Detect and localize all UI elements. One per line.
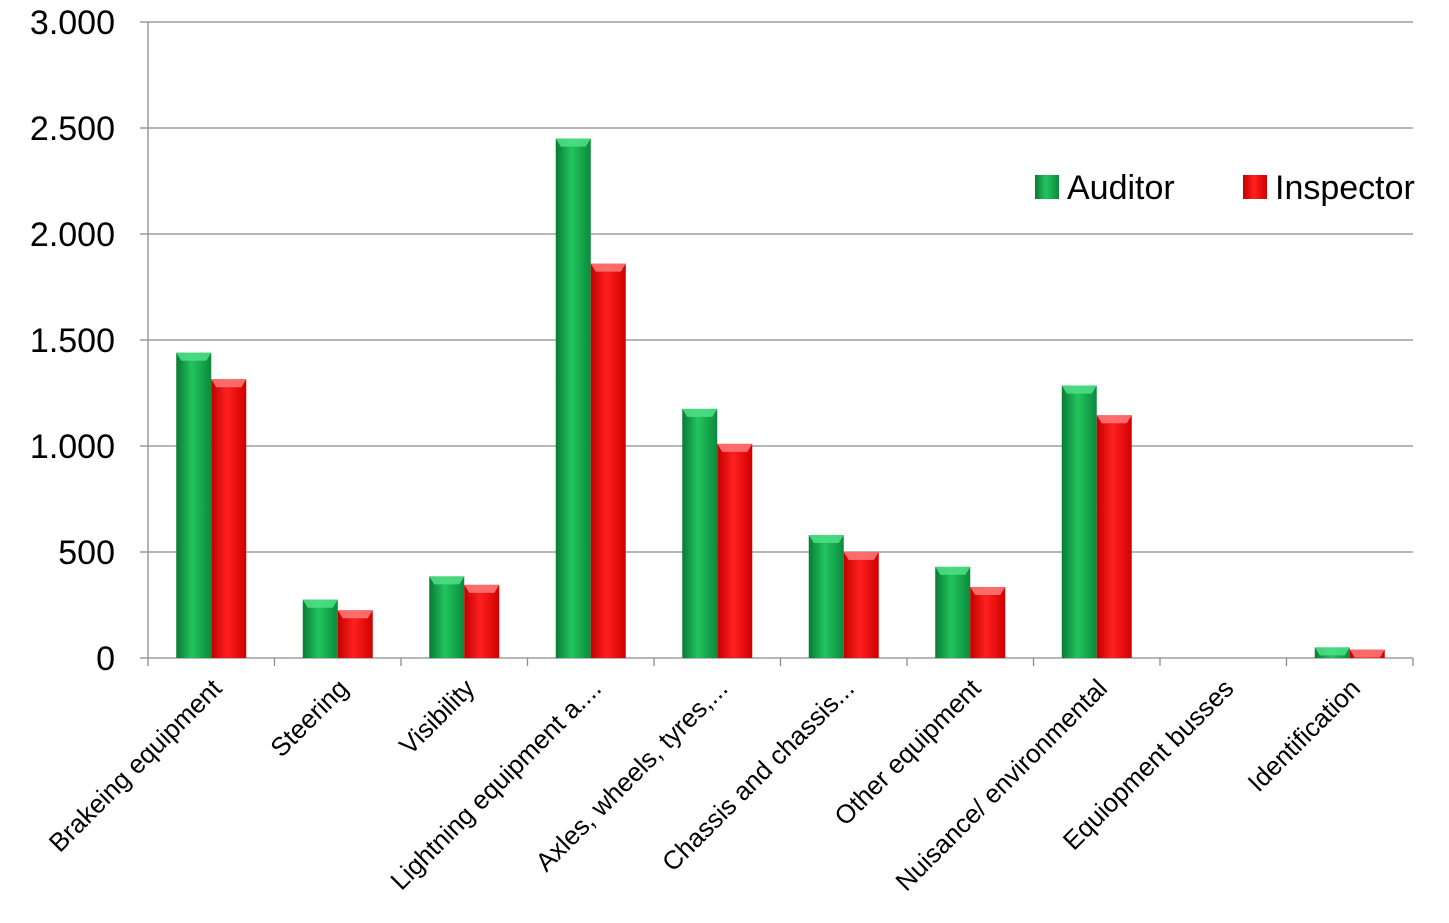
bar-inspector-6 xyxy=(970,586,1006,658)
legend-label: Auditor xyxy=(1067,169,1175,207)
legend: Auditor Inspector xyxy=(1035,169,1415,207)
bar-inspector-2 xyxy=(464,584,500,658)
bar-body xyxy=(555,138,591,659)
bar-body xyxy=(464,584,500,658)
bar-bevel xyxy=(590,263,626,272)
x-tick-label: Brakeing equipment xyxy=(43,672,228,857)
bar-auditor-2 xyxy=(429,576,465,658)
bar-inspector-4 xyxy=(717,443,753,658)
bar-auditor-9 xyxy=(1314,647,1350,658)
bar-bevel xyxy=(1314,647,1350,656)
y-tick-labels: 0 500 1.000 1.500 2.000 2.500 3.000 xyxy=(30,4,115,678)
bar-inspector-5 xyxy=(843,552,879,658)
bar-bevel xyxy=(176,352,212,361)
y-tick-label: 500 xyxy=(58,534,115,572)
bar-bevel xyxy=(717,443,753,452)
bar-bevel xyxy=(211,379,247,388)
y-tick-label: 1.500 xyxy=(30,322,115,360)
bars xyxy=(176,138,1385,659)
bar-inspector-9 xyxy=(1349,649,1385,658)
y-tick-label: 3.000 xyxy=(30,4,115,42)
bar-body xyxy=(970,586,1006,658)
bar-body xyxy=(1061,385,1097,658)
bar-bevel xyxy=(337,610,373,619)
bar-inspector-3 xyxy=(590,263,626,658)
bar-bevel xyxy=(429,576,465,585)
bar-bevel xyxy=(843,552,879,560)
bar-body xyxy=(176,352,212,658)
bar-body xyxy=(302,599,338,658)
y-tick-label: 1.000 xyxy=(30,428,115,466)
bar-bevel xyxy=(302,599,338,608)
bar-body xyxy=(682,408,718,658)
y-tick-label: 2.500 xyxy=(30,110,115,148)
bar-inspector-7 xyxy=(1096,415,1132,658)
bar-bevel xyxy=(1096,415,1132,424)
bar-body xyxy=(717,443,753,658)
bar-body xyxy=(590,263,626,658)
bar-bevel xyxy=(464,584,500,593)
legend-item-auditor: Auditor xyxy=(1035,169,1175,207)
x-tick-label: Identification xyxy=(1242,673,1366,797)
x-tick-label: Visibility xyxy=(393,673,480,760)
bar-auditor-1 xyxy=(302,599,338,658)
bar-bevel xyxy=(1349,649,1385,658)
bar-bevel xyxy=(682,408,718,417)
axes xyxy=(140,21,1414,666)
bar-auditor-0 xyxy=(176,352,212,658)
legend-label: Inspector xyxy=(1275,169,1415,207)
bar-body xyxy=(935,566,971,658)
bar-inspector-1 xyxy=(337,610,373,658)
legend-item-inspector: Inspector xyxy=(1243,169,1415,207)
bar-bevel xyxy=(808,535,844,544)
bar-body xyxy=(1096,415,1132,658)
x-tick-label: Steering xyxy=(264,673,354,763)
bar-body xyxy=(843,552,879,658)
bar-body xyxy=(808,535,844,658)
bar-auditor-7 xyxy=(1061,385,1097,658)
bar-bevel xyxy=(1061,385,1097,394)
bar-bevel xyxy=(935,566,971,575)
x-tick-label: Nuisance/ environmental xyxy=(889,673,1113,897)
y-tick-label: 0 xyxy=(96,640,115,678)
bar-bevel xyxy=(555,138,591,147)
legend-swatch xyxy=(1243,175,1267,199)
legend-swatch xyxy=(1035,175,1059,199)
bar-body xyxy=(211,379,247,658)
bar-auditor-5 xyxy=(808,535,844,658)
bar-auditor-3 xyxy=(555,138,591,659)
bar-auditor-4 xyxy=(682,408,718,658)
bar-inspector-0 xyxy=(211,379,247,658)
x-tick-labels: Brakeing equipment Steering VisibilityLigh… xyxy=(43,672,1366,896)
y-tick-label: 2.000 xyxy=(30,216,115,254)
bar-bevel xyxy=(970,586,1006,595)
x-tick-label: Lightning equipment a.... xyxy=(384,673,607,896)
bar-body xyxy=(429,576,465,658)
gridlines xyxy=(148,21,1413,553)
bar-auditor-6 xyxy=(935,566,971,658)
